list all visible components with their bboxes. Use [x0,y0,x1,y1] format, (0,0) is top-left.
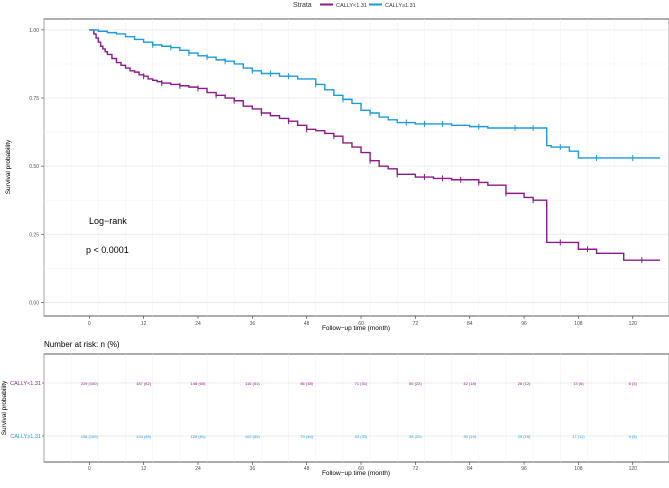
risk-row-label: CALLY≥1.31 [10,434,41,440]
risk-x-tick-label: 96 [521,466,527,472]
legend-title: Strata [293,2,312,9]
x-tick-label: 12 [141,321,147,327]
risk-cell: 25 (16) [518,434,531,439]
risk-cell: 134 (85) [136,434,152,439]
risk-x-tick-label: 84 [467,466,473,472]
y-axis-title: Survival probability [5,139,12,194]
legend-label-high: CALLY≥1.31 [385,3,416,9]
risk-table-title: Number at risk: n (%) [44,340,120,349]
p-value-label: p < 0.0001 [86,245,129,255]
risk-cell: 30 (19) [463,434,476,439]
y-tick-label: 0.00 [29,300,39,306]
y-tick-label: 0.25 [29,232,39,238]
risk-x-tick-label: 12 [141,466,147,472]
x-tick-label: 84 [467,321,473,327]
risk-x-ticks: 0 12 24 36 48 60 72 84 96 108 120 [88,462,637,472]
x-tick-label: 108 [574,321,583,327]
risk-x-tick-label: 36 [250,466,256,472]
risk-x-tick-label: 108 [574,466,583,472]
risk-x-tick-label: 48 [304,466,310,472]
risk-cell: 148 (65) [191,381,207,386]
risk-cell: 116 (51) [245,381,260,386]
risk-x-tick-label: 60 [358,466,364,472]
legend-label-low: CALLY<1.31 [336,3,367,9]
x-tick-label: 72 [413,321,419,327]
risk-cell: 63 (33) [355,434,368,439]
risk-cell: 6 (3) [629,381,638,386]
risk-x-tick-label: 24 [195,466,201,472]
risk-cell: 102 (65) [245,434,261,439]
legend: Strata CALLY<1.31 CALLY≥1.31 [293,2,416,9]
plot-panel [43,18,669,317]
x-tick-label: 60 [358,321,364,327]
risk-cell: 13 (6) [573,381,584,386]
risk-cell: 17 (11) [572,434,585,439]
risk-cell: 158 (100) [81,434,99,439]
risk-cell: 187 (82) [136,381,152,386]
risk-y-axis-title: Survival probability [1,380,8,435]
risk-cell: 9 (5) [629,434,638,439]
x-tick-label: 96 [521,321,527,327]
risk-grid [43,354,669,462]
risk-cell: 229 (100) [81,381,99,386]
risk-x-tick-label: 0 [88,466,91,472]
risk-cell: 71 (31) [355,381,368,386]
risk-cell: 86 (38) [300,381,313,386]
y-ticks: 0.00 0.25 0.50 0.75 1.00 [29,28,44,306]
x-tick-label: 48 [304,321,310,327]
risk-cell: 50 (22) [409,381,422,386]
risk-table-panel [43,353,669,463]
x-tick-label: 24 [195,321,201,327]
risk-cell: 42 (18) [463,381,476,386]
risk-x-tick-label: 120 [629,466,638,472]
risk-rows: CALLY<1.31 229 (100) 187 (82) 148 (65) 116 (… [10,381,637,440]
risk-cell: 128 (81) [191,434,207,439]
curves [89,29,660,264]
x-tick-label: 120 [629,321,638,327]
logrank-label: Log−rank [89,216,127,226]
risk-table: Number at risk: n (%) CALLY<1.31 229 (100… [1,340,669,477]
y-tick-label: 0.50 [29,164,39,170]
risk-row-label: CALLY<1.31 [10,381,41,387]
survival-plot: 0.00 0.25 0.50 0.75 1.00 0 12 24 36 48 60 72 84 96 10… [5,18,669,332]
risk-cell: 73 (46) [300,434,313,439]
y-tick-label: 0.75 [29,96,39,102]
x-axis-title: Follow−up time (month) [322,325,390,332]
y-tick-label: 1.00 [29,28,39,34]
x-tick-label: 36 [250,321,256,327]
risk-cell: 35 (20) [409,434,422,439]
x-tick-label: 0 [88,321,91,327]
risk-x-axis-title: Follow−up time (month) [322,470,390,477]
risk-x-tick-label: 72 [413,466,419,472]
risk-cell: 26 (12) [518,381,531,386]
x-ticks: 0 12 24 36 48 60 72 84 96 108 120 [88,316,637,327]
